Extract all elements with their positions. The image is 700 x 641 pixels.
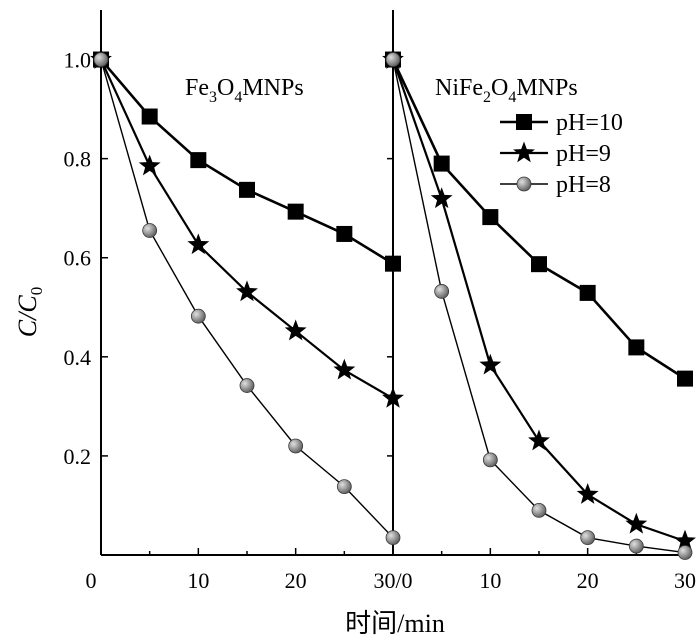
legend-label: pH=10	[556, 110, 623, 136]
x-tick-label: 10	[479, 568, 501, 593]
data-point-square	[287, 203, 304, 220]
series-line-circle	[100, 59, 394, 539]
series-layer	[90, 48, 696, 560]
data-point-square	[579, 284, 596, 301]
data-point-star	[138, 154, 161, 176]
data-point-square	[190, 152, 207, 169]
data-point-circle	[142, 223, 158, 238]
data-point-star	[430, 187, 453, 209]
panel-title-text: MNPs	[516, 75, 577, 101]
data-point-star	[528, 429, 550, 451]
data-point-square	[531, 256, 547, 273]
data-point-square	[239, 181, 255, 198]
data-point-square	[336, 225, 353, 242]
data-point-star	[333, 358, 356, 380]
legend-marker-star	[513, 141, 535, 163]
data-point-circle	[239, 378, 255, 393]
data-point-square	[677, 370, 693, 387]
panel-title-subscript: 2	[483, 89, 491, 106]
data-point-square	[433, 155, 450, 172]
data-point-star	[187, 233, 210, 255]
series-line-circle	[392, 59, 686, 554]
panel-title-subscript: 4	[234, 89, 242, 106]
data-point-circle	[531, 503, 547, 518]
data-point-circle	[385, 530, 401, 546]
y-tick-label: 0.4	[64, 345, 92, 370]
panel-title-text: O	[491, 75, 508, 101]
x-tick-label: 30	[674, 568, 696, 593]
data-point-circle	[190, 308, 206, 324]
data-point-star	[674, 529, 696, 551]
legend-label: pH=8	[556, 172, 611, 198]
x-axis-title: 时间/min	[345, 609, 445, 638]
x-tick-label: 20	[577, 568, 599, 593]
y-axis-title: C/C0	[13, 287, 46, 337]
legend: pH=10 pH=9 pH=8	[500, 110, 623, 198]
data-point-square	[482, 209, 499, 226]
data-point-star	[236, 280, 258, 302]
data-point-circle	[482, 452, 498, 468]
y-tick-label: 0.2	[64, 444, 92, 469]
data-point-square	[385, 255, 401, 272]
data-point-square	[628, 339, 645, 356]
data-point-circle	[288, 438, 304, 454]
legend-marker-square	[516, 114, 532, 130]
data-point-star	[625, 512, 648, 534]
panel-title-subscript: 4	[508, 89, 516, 106]
data-point-circle	[628, 538, 644, 554]
panel-title-text: Fe	[185, 75, 209, 101]
data-point-star	[576, 483, 599, 504]
data-point-circle	[677, 545, 693, 560]
data-point-circle	[385, 52, 401, 67]
data-point-star	[479, 353, 502, 375]
legend-marker-circle	[516, 176, 532, 192]
y-axis-title-main: C/C	[13, 295, 42, 338]
panel-title-text: MNPs	[242, 75, 303, 101]
panel-title: Fe3O4MNPs	[185, 75, 304, 106]
panel-title: NiFe2O4MNPs	[435, 75, 578, 106]
legend-label: pH=9	[556, 141, 611, 167]
series-line-square	[391, 58, 686, 380]
y-tick-label: 0.8	[64, 147, 92, 172]
x-tick-label: 0	[86, 568, 97, 593]
series-line-star	[391, 59, 686, 543]
data-point-circle	[336, 479, 352, 495]
panel-title-text: O	[217, 75, 234, 101]
data-point-star	[284, 319, 307, 341]
panel-title-text: NiFe	[435, 75, 483, 101]
data-point-circle	[580, 530, 596, 546]
x-tick-label: 20	[285, 568, 307, 593]
x-tick-label: 30/0	[373, 568, 412, 593]
panel-title-subscript: 3	[209, 89, 217, 106]
data-point-square	[141, 108, 158, 125]
data-point-star	[382, 386, 404, 408]
x-tick-label: 10	[187, 568, 209, 593]
y-axis-title-sub: 0	[27, 287, 46, 296]
data-point-circle	[93, 52, 109, 67]
y-tick-label: 1.0	[64, 48, 92, 73]
y-tick-label: 0.6	[64, 246, 92, 271]
data-point-circle	[434, 284, 450, 299]
